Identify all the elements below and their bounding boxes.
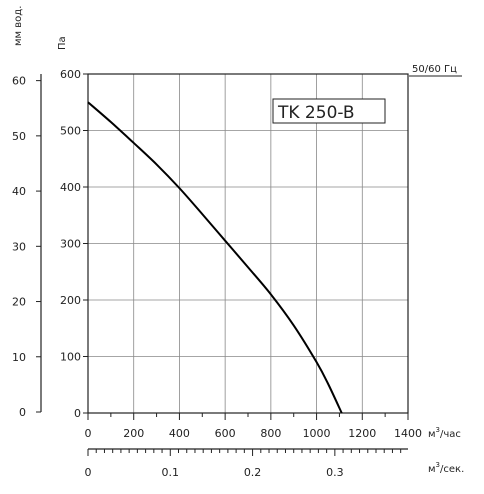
y-secondary-tick-label: 0 (19, 406, 26, 419)
series-line-tk250b (87, 101, 343, 414)
x-secondary-ticks: 0 0.1 0.2 0.3 (85, 449, 402, 479)
x-primary-tick-label: 600 (215, 427, 236, 440)
x-primary-unit-tail: /час (440, 429, 461, 440)
x-primary-tick-label: 1200 (348, 427, 376, 440)
y-secondary-tick-label: 50 (12, 130, 26, 143)
model-label: TK 250-B (277, 103, 355, 123)
x-secondary-unit-base: м (428, 464, 436, 475)
x-primary-tick-label: 1400 (394, 427, 422, 440)
y-secondary-axis: мм вод. 0 10 20 30 40 50 60 (12, 6, 42, 419)
grid-lines (88, 74, 408, 413)
x-primary-unit-sup: 3 (436, 426, 440, 434)
x-primary-ticks: 0 200 400 600 800 1000 1200 1400 (85, 413, 422, 440)
y-primary-axis-title: Па (57, 36, 68, 50)
x-primary-tick-label: 200 (123, 427, 144, 440)
y-secondary-ticks: 0 10 20 30 40 50 60 (12, 75, 41, 419)
x-secondary-tick-label: 0.1 (162, 466, 180, 479)
x-secondary-axis-title: м3/сек. (428, 461, 464, 475)
model-label-box: TK 250-B (272, 98, 386, 124)
y-secondary-tick-label: 40 (12, 185, 26, 198)
y-primary-tick-label: 100 (60, 351, 81, 364)
x-primary-tick-label: 1000 (303, 427, 331, 440)
y-secondary-tick-label: 30 (12, 240, 26, 253)
y-primary-tick-label: 500 (60, 125, 81, 138)
x-secondary-tick-label: 0.2 (244, 466, 262, 479)
plot-area: 0 100 200 300 400 500 600 0 200 400 600 800 1000 120… (60, 68, 422, 440)
x-secondary-tick-label: 0.3 (326, 466, 344, 479)
frequency-label-group: 50/60 Гц (409, 64, 462, 77)
frequency-label: 50/60 Гц (412, 64, 457, 75)
y-primary-tick-label: 200 (60, 294, 81, 307)
x-primary-tick-label: 0 (85, 427, 92, 440)
y-primary-tick-label: 0 (74, 407, 81, 420)
x-primary-axis-title: м3/час (428, 426, 461, 440)
y-primary-tick-label: 400 (60, 181, 81, 194)
y-primary-tick-label: 600 (60, 68, 81, 81)
x-secondary-unit-tail: /сек. (440, 464, 464, 475)
y-primary-tick-label: 300 (60, 238, 81, 251)
model-label-frame (272, 98, 386, 124)
y-primary-ticks: 0 100 200 300 400 500 600 (60, 68, 88, 420)
y-secondary-tick-label: 10 (12, 351, 26, 364)
x-secondary-axis: 0 0.1 0.2 0.3 м3/сек. (85, 448, 464, 479)
x-primary-tick-label: 400 (169, 427, 190, 440)
x-primary-tick-label: 800 (260, 427, 281, 440)
y-secondary-tick-label: 60 (12, 75, 26, 88)
y-secondary-tick-label: 20 (12, 296, 26, 309)
x-secondary-unit-sup: 3 (436, 461, 440, 469)
x-primary-unit-base: м (428, 429, 436, 440)
x-secondary-tick-label: 0 (85, 466, 92, 479)
y-secondary-axis-title: мм вод. (13, 6, 24, 46)
